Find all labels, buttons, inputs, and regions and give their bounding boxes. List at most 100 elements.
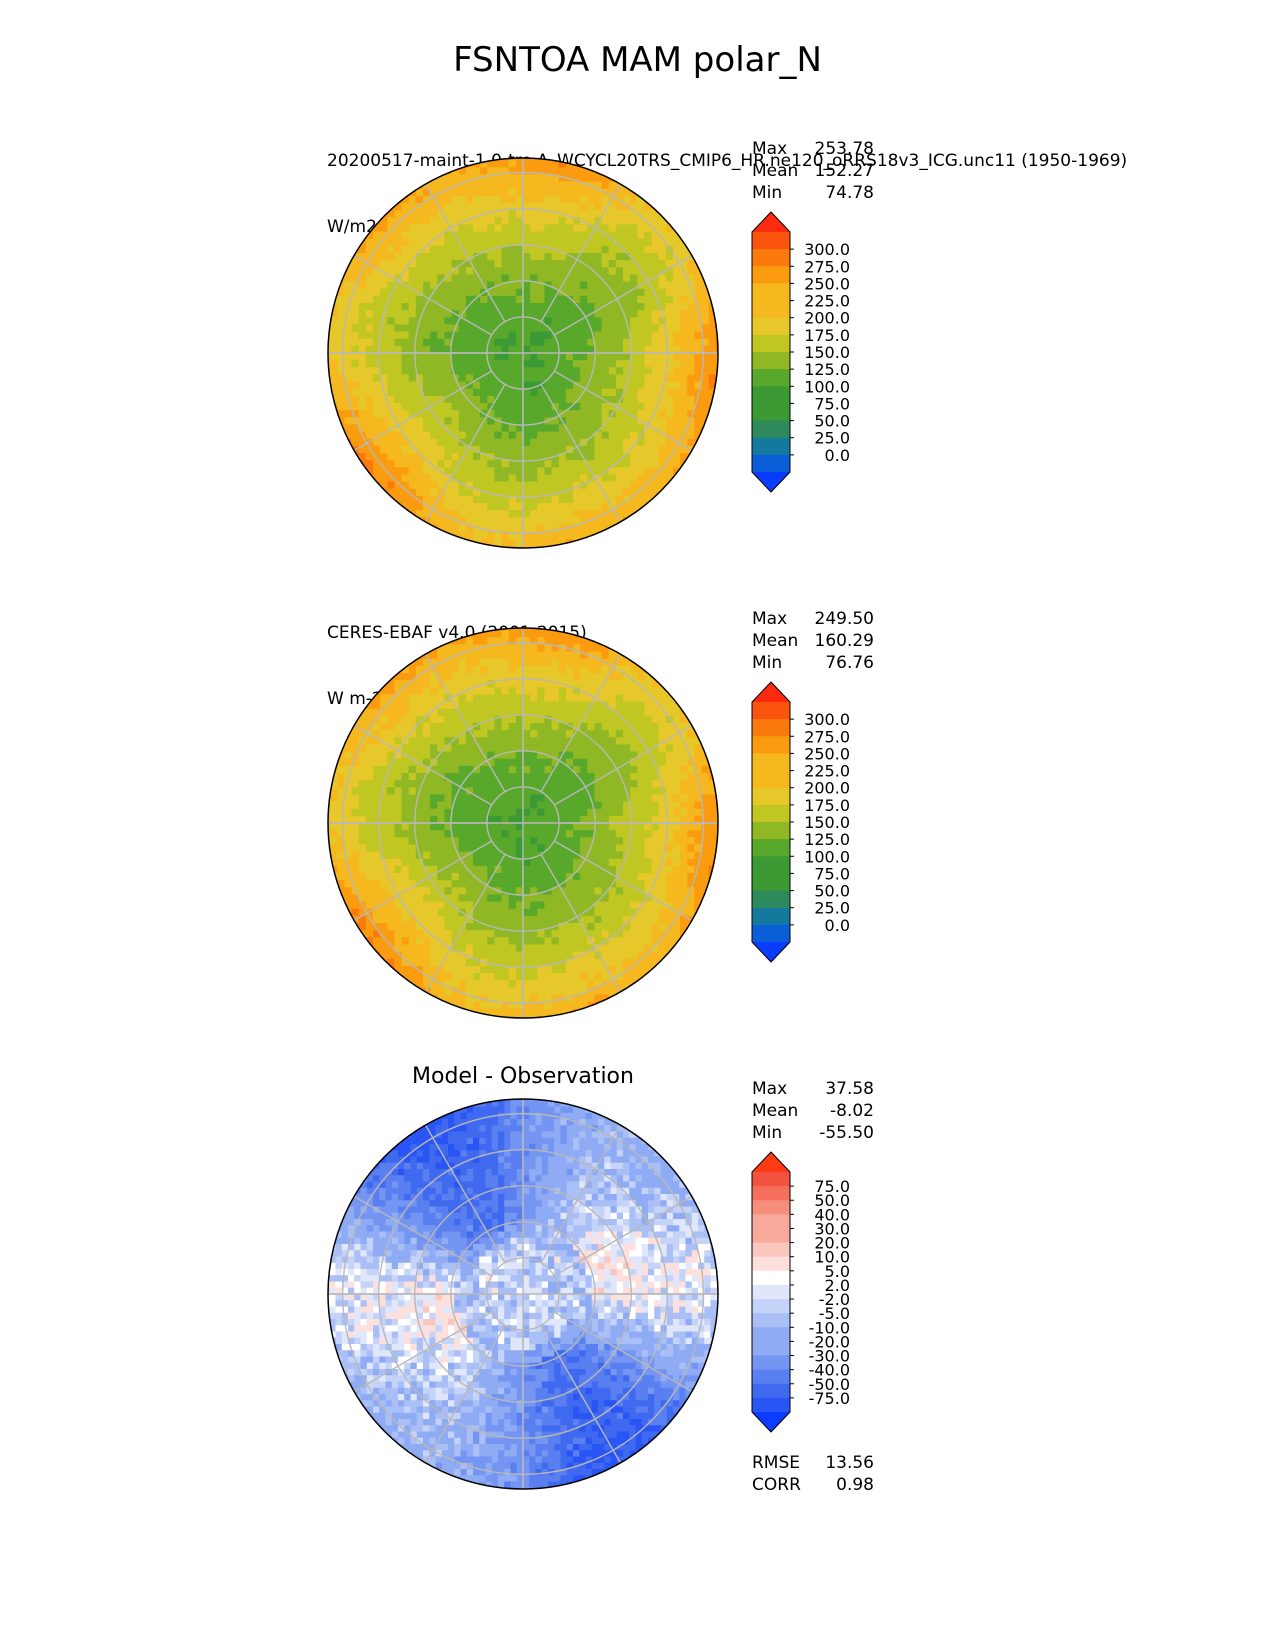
field-cell <box>501 973 510 981</box>
field-cell <box>337 281 346 290</box>
field-cell <box>437 303 446 311</box>
field-cell <box>430 324 438 333</box>
field-cell <box>515 908 524 917</box>
field-cell <box>651 474 660 483</box>
field-cell <box>451 338 460 347</box>
field-cell <box>587 317 596 326</box>
field-cell <box>330 887 338 896</box>
field-cell <box>480 245 488 254</box>
field-cell <box>380 417 388 426</box>
field-cell <box>708 467 717 476</box>
field-cell <box>515 231 524 240</box>
field-cell <box>623 353 631 361</box>
field-cell <box>565 438 574 447</box>
field-cell <box>423 923 431 931</box>
field-cell <box>408 317 417 326</box>
field-cell <box>401 730 410 738</box>
field-cell <box>401 424 410 433</box>
field-cell <box>365 360 374 368</box>
field-cell <box>530 317 538 326</box>
field-cell <box>365 980 374 988</box>
field-cell <box>580 538 588 547</box>
field-cell <box>365 1008 374 1017</box>
panel-2-units: W m-2 <box>327 689 383 709</box>
field-cell <box>480 980 488 988</box>
field-cell <box>537 495 546 504</box>
field-cell <box>601 417 610 426</box>
field-cell <box>665 238 674 247</box>
field-cell <box>523 701 531 710</box>
field-cell <box>644 231 653 240</box>
field-cell <box>608 388 617 397</box>
field-cell <box>344 815 353 824</box>
field-cell <box>508 374 517 383</box>
field-cell <box>415 980 424 988</box>
field-cell <box>508 851 517 860</box>
field-cell <box>380 851 388 860</box>
field-cell <box>715 181 718 190</box>
field-cell <box>494 424 503 433</box>
field-cell <box>401 673 410 681</box>
field-cell <box>480 630 488 638</box>
field-cell <box>408 488 417 497</box>
field-cell <box>544 773 553 781</box>
field-cell <box>380 894 388 903</box>
field-cell <box>473 958 481 967</box>
field-cell <box>351 495 360 504</box>
field-cell <box>337 224 346 233</box>
field-cell <box>394 980 403 988</box>
field-cell <box>651 238 660 247</box>
field-cell <box>444 751 453 760</box>
field-cell <box>523 345 531 354</box>
field-cell <box>437 424 446 433</box>
field-cell <box>530 887 538 896</box>
field-cell <box>565 445 574 454</box>
field-cell <box>458 274 467 283</box>
field-cell <box>458 937 467 946</box>
field-cell <box>394 908 403 917</box>
field-cell <box>537 445 546 454</box>
field-cell <box>580 445 588 454</box>
field-cell <box>444 923 453 931</box>
field-cell <box>694 303 703 311</box>
field-cell <box>337 445 346 454</box>
field-cell <box>328 431 331 440</box>
field-cell <box>437 238 446 247</box>
field-cell <box>515 673 524 681</box>
field-cell <box>444 901 453 910</box>
field-cell <box>337 503 346 511</box>
field-cell <box>330 1001 338 1010</box>
field-cell <box>487 424 496 433</box>
field-cell <box>351 865 360 874</box>
field-cell <box>480 1015 488 1018</box>
field-cell <box>328 274 331 283</box>
field-cell <box>487 167 496 176</box>
field-cell <box>430 267 438 276</box>
field-cell <box>530 901 538 910</box>
field-cell <box>658 403 667 411</box>
field-cell <box>373 665 381 674</box>
field-cell <box>351 474 360 483</box>
field-cell <box>494 538 503 547</box>
field-cell <box>380 274 388 283</box>
field-cell <box>394 630 403 638</box>
field-cell <box>337 303 346 311</box>
field-cell <box>544 680 553 688</box>
field-cell <box>480 673 488 681</box>
field-cell <box>487 517 496 526</box>
field-cell <box>401 481 410 490</box>
field-cell <box>430 253 438 261</box>
field-cell <box>394 765 403 774</box>
field-cell <box>358 181 367 190</box>
field-cell <box>473 651 481 660</box>
field-cell <box>615 403 624 411</box>
field-cell <box>537 474 546 483</box>
field-cell <box>458 973 467 981</box>
field-cell <box>337 944 346 953</box>
field-cell <box>687 353 696 361</box>
field-cell <box>444 231 453 240</box>
field-cell <box>530 224 538 233</box>
field-cell <box>344 345 353 354</box>
field-cell <box>544 245 553 254</box>
field-cell <box>480 708 488 717</box>
